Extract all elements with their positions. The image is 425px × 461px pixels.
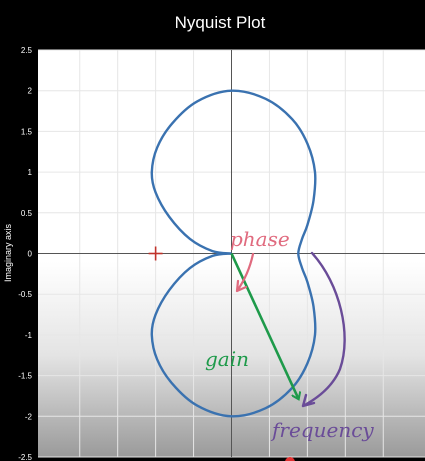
y-tick-label-6: -0.5 <box>18 290 32 299</box>
nyquist-curve-group <box>150 89 317 418</box>
nyquist-curve <box>150 89 317 418</box>
y-tick-label-1: 2 <box>28 87 33 96</box>
y-tick-label-3: 1 <box>28 168 33 177</box>
y-tick-label-5: 0 <box>28 250 33 259</box>
y-tick-label-7: -1 <box>25 331 33 340</box>
y-tick-labels: 2.5 2 1.5 1 0.5 0 -0.5 -1 -1.5 -2 -2.5 <box>18 46 32 461</box>
chart-title: Nyquist Plot <box>175 13 266 32</box>
y-axis-label: Imaginary axis <box>3 223 13 282</box>
y-tick-label-10: -2.5 <box>18 453 32 461</box>
y-tick-label-8: -1.5 <box>18 372 32 381</box>
frequency-arrow <box>301 251 346 408</box>
y-tick-label-9: -2 <box>25 412 33 421</box>
y-tick-label-4: 0.5 <box>21 209 33 218</box>
gain-arrow <box>230 252 299 399</box>
critical-point-group <box>148 246 163 261</box>
phase-label: phase <box>230 227 290 251</box>
frequency-label: frequency <box>270 418 374 442</box>
y-tick-label-0: 2.5 <box>21 46 33 55</box>
y-tick-label-2: 1.5 <box>21 127 33 136</box>
gain-label: gain <box>205 347 249 371</box>
cursor-dot <box>285 457 295 461</box>
phase-arrow <box>235 252 255 293</box>
